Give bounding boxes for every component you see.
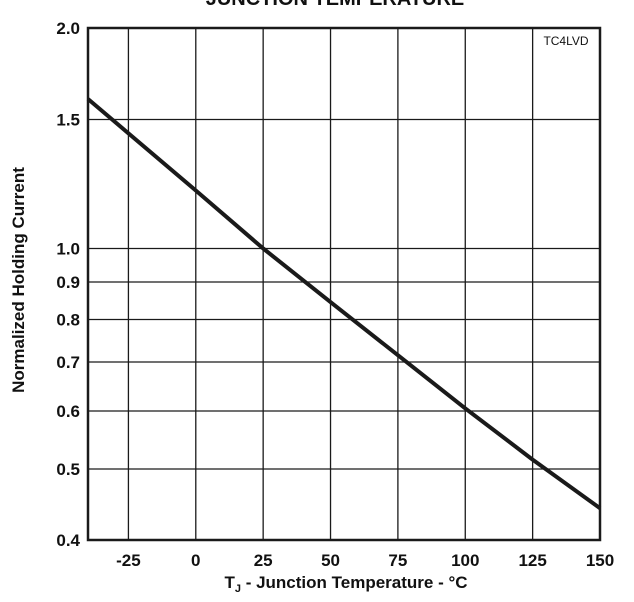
y-tick-label: 1.5	[56, 111, 80, 130]
y-tick-label: 0.4	[56, 531, 80, 550]
y-tick-label: 1.0	[56, 240, 80, 259]
x-axis-label-subscript: J	[235, 583, 241, 595]
plot-frame	[86, 26, 602, 542]
y-tick-label: 0.6	[56, 402, 80, 421]
figure-code: TC4LVD	[543, 34, 588, 48]
series-line	[86, 97, 602, 510]
x-axis-label-symbol: T	[224, 573, 235, 592]
chart-title: JUNCTION TEMPERATURE	[206, 0, 465, 10]
y-tick-label: 0.5	[56, 460, 80, 479]
x-tick-label: -25	[116, 551, 141, 570]
x-tick-label: 75	[388, 551, 407, 570]
x-tick-label: 150	[586, 551, 614, 570]
x-tick-label: 50	[321, 551, 340, 570]
x-tick-label: 0	[191, 551, 200, 570]
x-tick-label: 25	[254, 551, 273, 570]
series-layer	[86, 97, 602, 510]
x-tick-label: 125	[518, 551, 546, 570]
x-tick-labels: -25 0 25 50 75 100 125 150	[116, 551, 614, 570]
grid	[88, 28, 600, 540]
y-tick-label: 0.9	[56, 273, 80, 292]
y-axis-label: Normalized Holding Current	[9, 167, 28, 393]
y-tick-label: 0.7	[56, 353, 80, 372]
x-tick-label: 100	[451, 551, 479, 570]
y-tick-labels: 0.4 0.5 0.6 0.7 0.8 0.9 1.0 1.5 2.0	[56, 19, 80, 550]
x-axis-label-text: - Junction Temperature - °C	[241, 573, 468, 592]
x-axis-label: TJ - Junction Temperature - °C	[224, 573, 467, 595]
y-tick-label: 0.8	[56, 310, 80, 329]
y-tick-label: 2.0	[56, 19, 80, 38]
